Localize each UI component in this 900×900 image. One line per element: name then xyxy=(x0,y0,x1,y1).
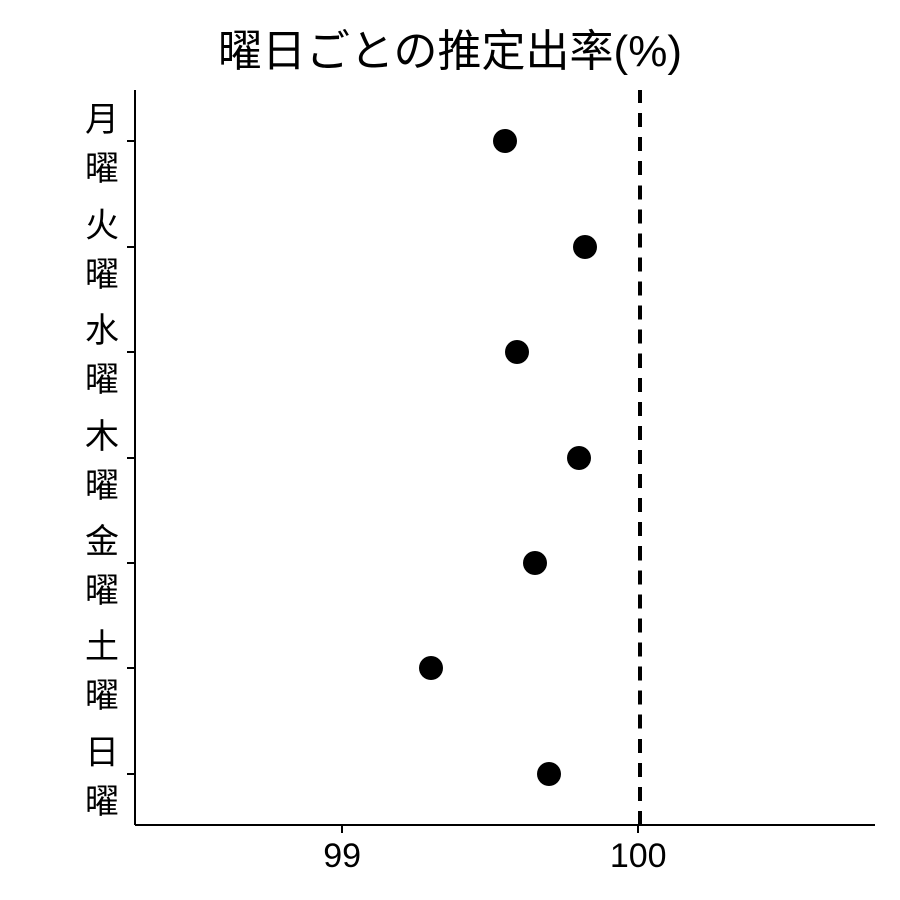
data-point xyxy=(493,129,517,153)
y-tick-label: 日曜 xyxy=(85,725,119,823)
chart-title: 曜日ごとの推定出率(%) xyxy=(0,15,900,79)
y-tick-label: 金曜 xyxy=(85,514,119,612)
x-tick-label: 100 xyxy=(610,837,667,876)
x-axis-line xyxy=(135,824,875,826)
plot-area: 99100月曜火曜水曜木曜金曜土曜日曜 xyxy=(135,90,875,825)
chart-container: 曜日ごとの推定出率(%) 99100月曜火曜水曜木曜金曜土曜日曜 xyxy=(0,0,900,900)
y-tick-label: 木曜 xyxy=(85,409,119,507)
y-tick xyxy=(127,773,135,775)
data-point xyxy=(537,762,561,786)
y-tick xyxy=(127,140,135,142)
y-tick-label: 月曜 xyxy=(85,92,119,190)
y-tick xyxy=(127,246,135,248)
y-tick-label: 水曜 xyxy=(85,303,119,401)
y-tick xyxy=(127,457,135,459)
y-tick-label: 火曜 xyxy=(85,198,119,296)
data-point xyxy=(567,446,591,470)
reference-line xyxy=(638,90,642,825)
data-point xyxy=(419,656,443,680)
y-tick xyxy=(127,351,135,353)
y-tick xyxy=(127,667,135,669)
y-tick xyxy=(127,562,135,564)
x-tick-label: 99 xyxy=(323,837,361,876)
x-tick xyxy=(637,825,639,833)
x-tick xyxy=(341,825,343,833)
data-point xyxy=(523,551,547,575)
data-point xyxy=(573,235,597,259)
y-tick-label: 土曜 xyxy=(85,619,119,717)
data-point xyxy=(505,340,529,364)
